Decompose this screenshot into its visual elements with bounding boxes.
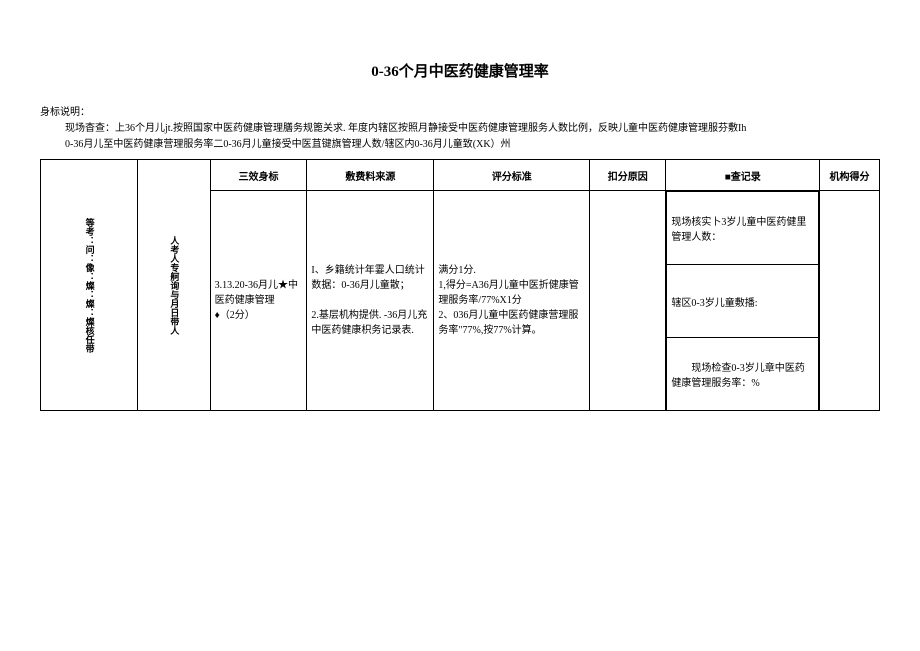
header-score: 机构得分 [820,160,880,191]
cell-indicator: 3.13.20-36月儿★中医药健康管理 ♦（2分） [210,191,307,411]
cell-source: I、乡籍统计年霎人口统计数据：0-36月儿童散； 2.基层机构提供. -36月儿… [307,191,434,411]
record-row-3-text: 现场检查0-3岁儿章中医药健康管理服务率：% [671,359,814,389]
vertical-col-1: 等考：问：像：燦：燦：燦核任带 [41,160,138,411]
header-indicator: 三效身标 [210,160,307,191]
header-record: ■查记录 [666,160,820,191]
header-deduction: 扣分原因 [590,160,666,191]
cell-record: 现场核实卜3岁儿童中医药健里管理人数： 辖区0-3岁儿童敷播: 现场检查0-3岁… [666,191,820,411]
record-row-2: 辖区0-3岁儿童敷播: [667,265,819,338]
standard-text: 满分1分. 1,得分=A36月儿童中医折健康管理服务率/77%X1分 2、036… [438,263,585,338]
description-block: 身标说明： 现场杳查：上36个月儿jt.按照国家中医药健康管理膳务规篦关求. 年… [40,105,880,153]
table-header-row: 等考：问：像：燦：燦：燦核任带 人考人专舸询与月日带人 三效身标 敷费料来源 评… [41,160,880,191]
cell-deduction [590,191,666,411]
evaluation-table: 等考：问：像：燦：燦：燦核任带 人考人专舸询与月日带人 三效身标 敷费料来源 评… [40,159,880,411]
header-standard: 评分标准 [434,160,590,191]
header-source: 敷费料来源 [307,160,434,191]
desc-label: 身标说明： [40,107,90,118]
cell-standard: 满分1分. 1,得分=A36月儿童中医折健康管理服务率/77%X1分 2、036… [434,191,590,411]
cell-score [820,191,880,411]
vertical-col-2: 人考人专舸询与月日带人 [137,160,210,411]
record-subtable: 现场核实卜3岁儿童中医药健里管理人数： 辖区0-3岁儿童敷播: 现场检查0-3岁… [666,191,819,410]
page-title: 0-36个月中医药健康管理率 [40,60,880,81]
source-text: I、乡籍统计年霎人口统计数据：0-36月儿童散； 2.基层机构提供. -36月儿… [311,263,429,338]
record-row-3: 现场检查0-3岁儿章中医药健康管理服务率：% [667,338,819,411]
desc-line-1: 现场杳查：上36个月儿jt.按照国家中医药健康管理膳务规篦关求. 年度内辖区按照… [40,121,880,137]
indicator-text: 3.13.20-36月儿★中医药健康管理 ♦（2分） [215,278,303,323]
record-row-1: 现场核实卜3岁儿童中医药健里管理人数： [667,192,819,265]
desc-line-2: 0-36月儿至中医药健康营理服务率二0-36月儿童接受中医苴键旗管理人数/辖区内… [40,137,880,153]
